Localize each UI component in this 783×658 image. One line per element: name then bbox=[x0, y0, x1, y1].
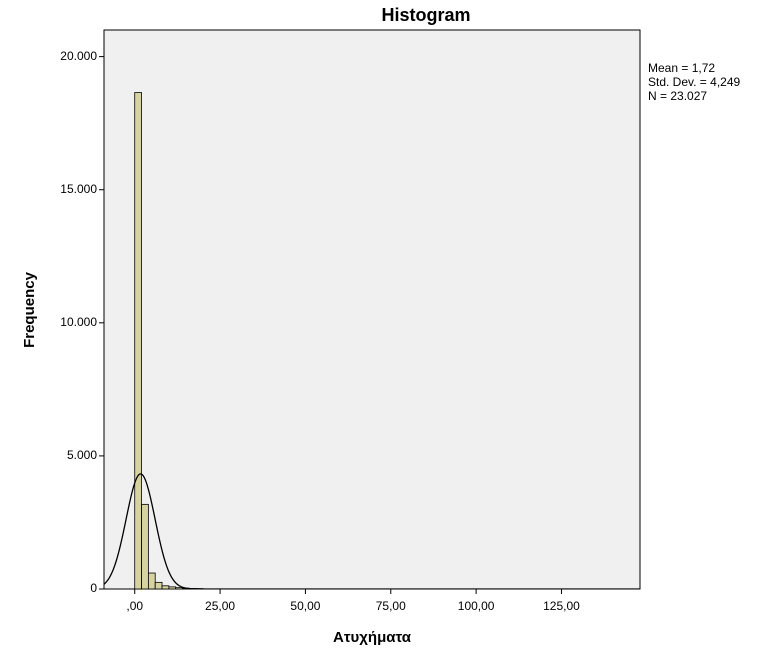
stat-label: Std. Dev. = 4,249 bbox=[648, 75, 740, 89]
bar bbox=[134, 92, 142, 590]
bar bbox=[141, 503, 149, 590]
y-tick-label: 10.000 bbox=[60, 315, 97, 329]
x-tick-label: 25,00 bbox=[205, 599, 235, 613]
x-axis-title: Ατυχήματα bbox=[333, 629, 412, 646]
y-axis-title: Frequency bbox=[21, 271, 38, 348]
bar bbox=[161, 585, 170, 590]
x-tick-label: 100,00 bbox=[458, 599, 495, 613]
normal-curve bbox=[104, 473, 640, 589]
y-tick-label: 20.000 bbox=[60, 49, 97, 63]
x-tick-label: 125,00 bbox=[543, 599, 580, 613]
chart-title: Histogram bbox=[381, 5, 470, 25]
bar bbox=[168, 586, 177, 590]
stat-label: Mean = 1,72 bbox=[648, 61, 715, 75]
bar bbox=[175, 587, 183, 590]
x-tick-label: 75,00 bbox=[376, 599, 406, 613]
bar bbox=[147, 572, 156, 590]
stat-label: N = 23.027 bbox=[648, 89, 707, 103]
y-tick-label: 5.000 bbox=[67, 448, 97, 462]
x-tick-label: 50,00 bbox=[290, 599, 320, 613]
y-tick-label: 0 bbox=[90, 581, 97, 595]
bar bbox=[154, 581, 163, 590]
y-tick-label: 15.000 bbox=[60, 182, 97, 196]
x-tick-label: ,00 bbox=[126, 599, 143, 613]
plot-area bbox=[103, 29, 641, 590]
